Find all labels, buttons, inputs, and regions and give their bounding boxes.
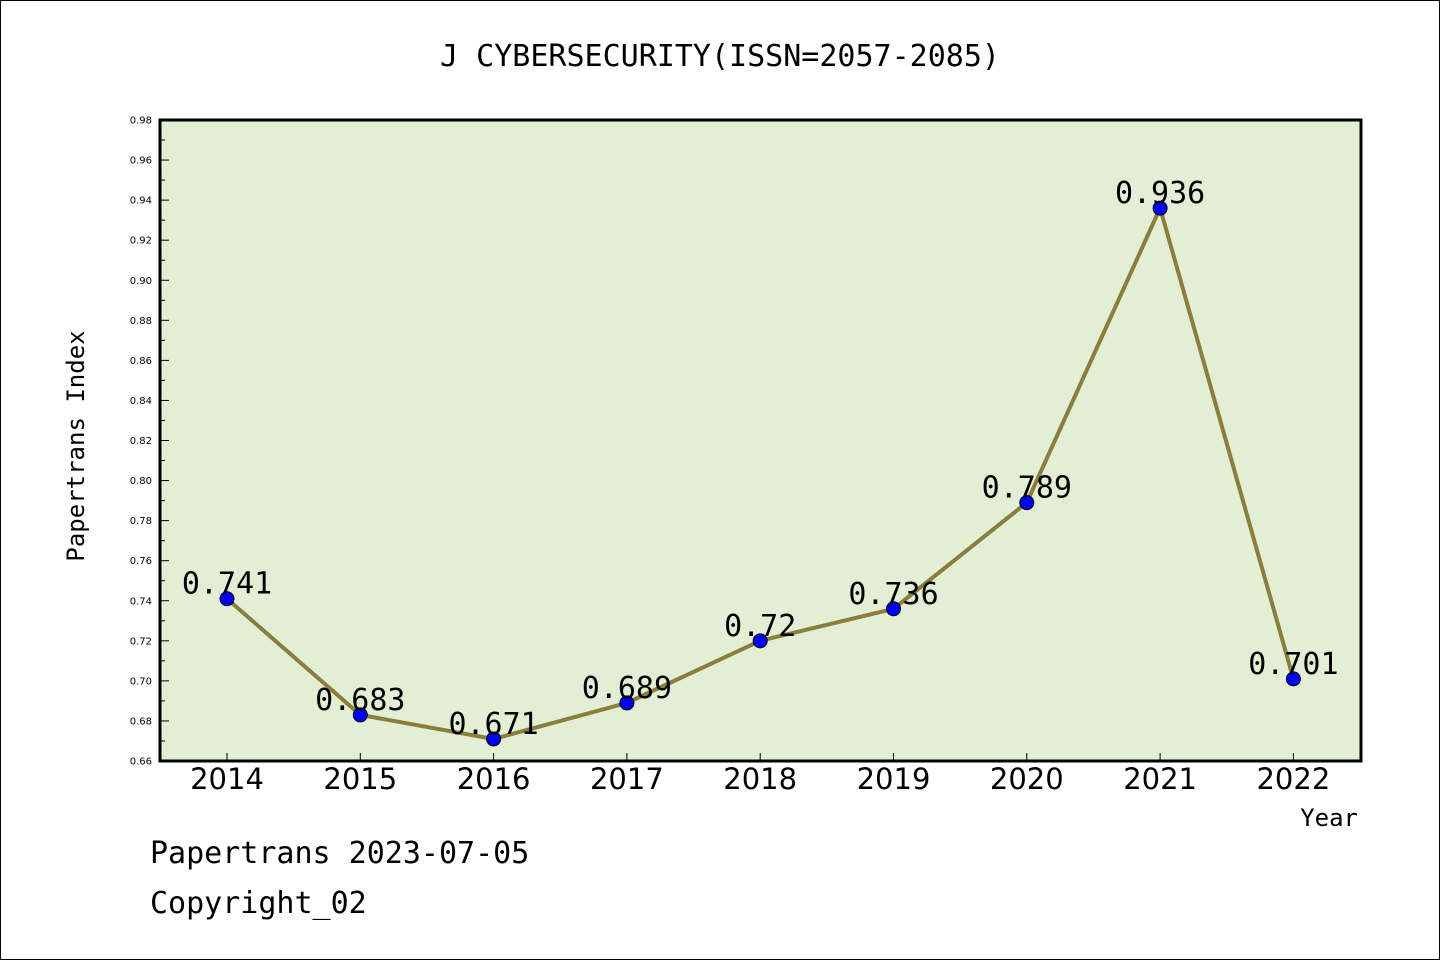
y-tick-label: 0.86 <box>130 356 152 367</box>
y-tick-label: 0.76 <box>130 556 152 567</box>
data-label: 0.671 <box>448 707 538 742</box>
y-tick-label: 0.96 <box>130 156 152 167</box>
data-point <box>752 633 768 649</box>
data-point <box>486 731 502 747</box>
x-tick-label: 2014 <box>190 762 264 796</box>
data-point <box>886 601 901 617</box>
y-tick-label: 0.80 <box>130 476 152 487</box>
y-tick-label: 0.90 <box>130 276 152 287</box>
y-tick-label: 0.82 <box>130 436 152 447</box>
x-tick-label: 2015 <box>323 762 397 796</box>
y-axis-label: Papertrans Index <box>62 330 90 561</box>
data-label: 0.683 <box>315 683 405 718</box>
data-point <box>1019 495 1035 511</box>
y-tick-label: 0.74 <box>130 596 152 607</box>
data-point <box>219 591 235 607</box>
footer-copyright: Copyright_02 <box>150 886 367 921</box>
y-tick-label: 0.66 <box>130 757 152 768</box>
y-axis: 0.66 0.68 0.70 0.72 0.74 0.76 0.78 0.80 0.82 0.84… <box>130 116 169 768</box>
data-label: 0.736 <box>848 577 938 612</box>
y-tick-label: 0.98 <box>130 116 152 127</box>
x-tick-label: 2022 <box>1256 762 1330 796</box>
data-point <box>352 707 368 723</box>
x-tick-label: 2017 <box>590 762 664 796</box>
data-label: 0.701 <box>1248 647 1338 682</box>
y-tick-label: 0.88 <box>130 316 152 327</box>
y-tick-label: 0.78 <box>130 516 152 527</box>
x-axis: 2014 2015 2016 2017 2018 2019 2020 2021 2022 <box>190 753 1330 796</box>
series-line-group: 0.741 0.683 0.671 0.689 0.72 0.736 0.789 0.936 0… <box>182 176 1339 747</box>
footer-date: Papertrans 2023-07-05 <box>150 836 530 871</box>
data-point <box>1285 671 1301 687</box>
x-axis-label: Year <box>1300 804 1358 832</box>
data-point <box>1152 200 1168 216</box>
y-tick-label: 0.92 <box>130 236 152 247</box>
y-tick-label: 0.84 <box>130 396 152 407</box>
y-tick-label: 0.68 <box>130 716 152 727</box>
x-tick-label: 2019 <box>857 762 931 796</box>
data-label: 0.789 <box>982 471 1072 506</box>
y-tick-label: 0.72 <box>130 636 152 647</box>
chart-title: J CYBERSECURITY(ISSN=2057-2085) <box>440 39 1000 74</box>
plot-area <box>158 118 1363 763</box>
x-tick-label: 2016 <box>457 762 531 796</box>
x-tick-label: 2020 <box>990 762 1064 796</box>
x-tick-label: 2018 <box>723 762 797 796</box>
data-label: 0.936 <box>1115 176 1205 211</box>
y-tick-label: 0.94 <box>130 196 152 207</box>
data-label: 0.689 <box>582 671 672 706</box>
y-tick-label: 0.70 <box>130 676 152 687</box>
data-label: 0.741 <box>182 567 272 602</box>
x-tick-label: 2021 <box>1123 762 1197 796</box>
data-point <box>619 695 635 711</box>
data-label: 0.72 <box>724 609 796 644</box>
